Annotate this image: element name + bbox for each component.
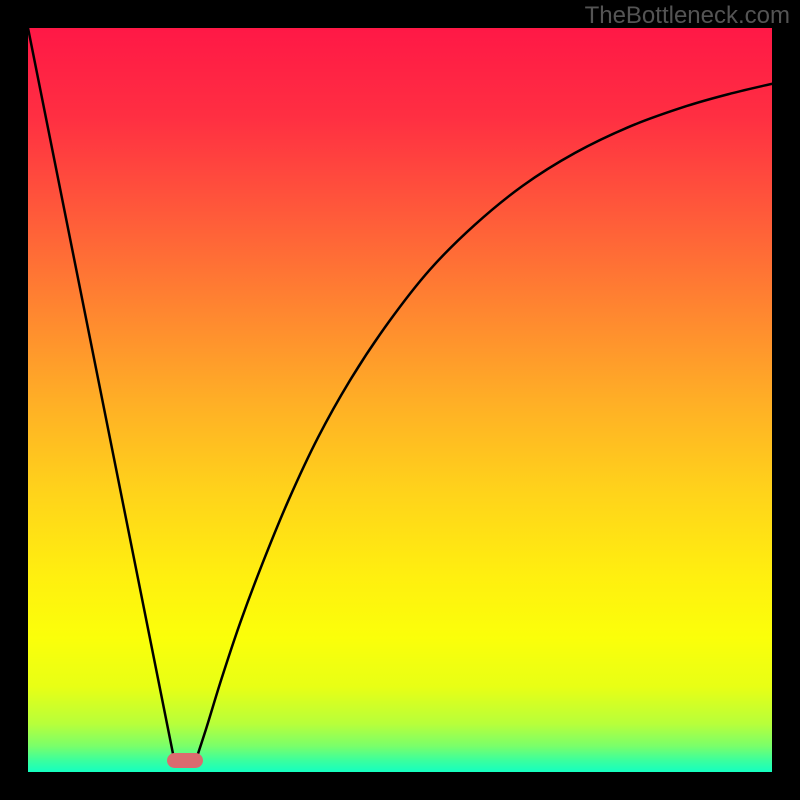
chart-container: TheBottleneck.com	[0, 0, 800, 800]
watermark-text: TheBottleneck.com	[585, 2, 790, 30]
chart-frame	[0, 0, 800, 800]
